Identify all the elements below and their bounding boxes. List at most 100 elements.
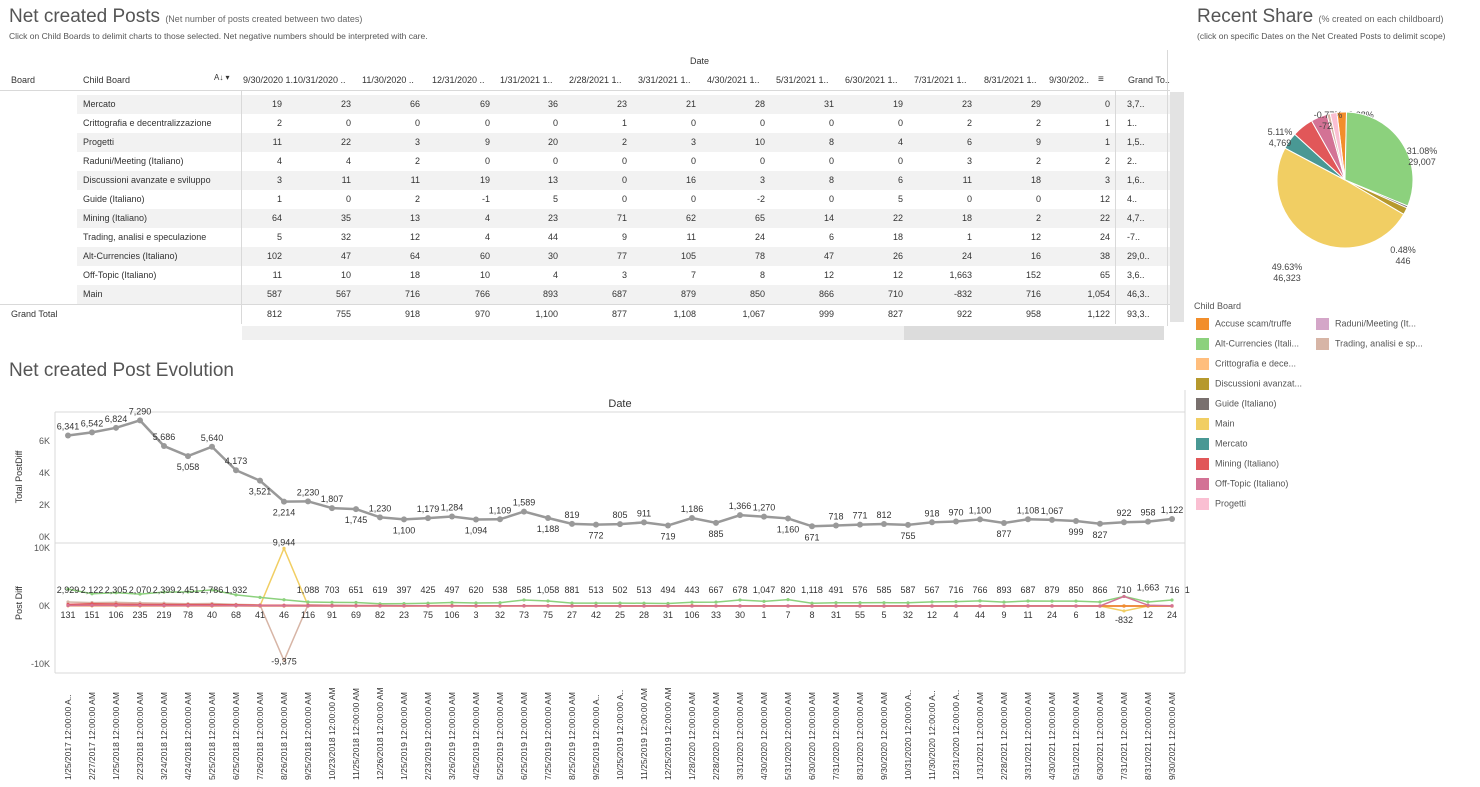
series-point[interactable] <box>906 601 910 605</box>
net-posts-table[interactable]: Date Board Child Board A↓ ▾ 9/30/2020 1.… <box>0 48 1185 343</box>
series-point[interactable] <box>498 604 502 608</box>
table-row[interactable]: Mining (Italiano) 64 35 13 4 23 71 62 65 14 22 18 2 2… <box>77 209 1170 228</box>
table-row[interactable]: Main 587 567 716 766 893 687 879 850 866 710 -832 71… <box>77 285 1170 304</box>
data-point[interactable] <box>617 521 623 528</box>
child-board-name[interactable]: Off-Topic (Italiano) <box>83 270 157 280</box>
series-point[interactable] <box>690 600 694 604</box>
series-point[interactable] <box>882 604 886 608</box>
series-point[interactable] <box>1026 604 1030 608</box>
series-point[interactable] <box>354 600 358 605</box>
child-board-column-header[interactable]: Child Board <box>83 75 131 85</box>
date-column-header[interactable]: 3/31/2021 1.. <box>638 75 691 85</box>
series-point[interactable] <box>642 604 646 608</box>
data-point[interactable] <box>689 515 695 522</box>
series-point[interactable] <box>642 601 646 605</box>
date-column-header[interactable]: 9/30/2020 1.. <box>243 75 296 85</box>
series-point[interactable] <box>234 593 238 597</box>
series-point[interactable] <box>306 600 310 604</box>
data-point[interactable] <box>353 506 359 513</box>
date-column-header[interactable]: 6/30/2021 1.. <box>845 75 898 85</box>
series-point[interactable] <box>666 604 670 608</box>
series-point[interactable] <box>738 604 742 608</box>
data-point[interactable] <box>209 443 215 450</box>
child-board-name[interactable]: Raduni/Meeting (Italiano) <box>83 156 184 166</box>
series-point[interactable] <box>186 590 190 594</box>
child-board-name[interactable]: Mercato <box>83 99 116 109</box>
date-column-header[interactable]: 8/31/2021 1.. <box>984 75 1037 85</box>
series-point[interactable] <box>906 604 910 608</box>
data-point[interactable] <box>1025 516 1031 523</box>
series-point[interactable] <box>930 600 934 604</box>
child-board-name[interactable]: Guide (Italiano) <box>83 194 145 204</box>
series-point[interactable] <box>138 592 142 596</box>
series-point[interactable] <box>522 604 526 608</box>
table-row[interactable]: Raduni/Meeting (Italiano) 4 4 2 0 0 0 0 0 0 0 3 2 2 2.… <box>77 152 1170 171</box>
date-column-header[interactable]: 11/30/2020 .. <box>362 75 414 85</box>
sort-icon[interactable]: A↓ ▾ <box>214 73 230 82</box>
series-point[interactable] <box>954 604 958 608</box>
series-point[interactable] <box>978 604 982 608</box>
series-point[interactable] <box>282 598 286 602</box>
data-point[interactable] <box>569 520 575 527</box>
series-point[interactable] <box>426 604 430 608</box>
series-point[interactable] <box>186 604 190 608</box>
child-board-name[interactable]: Main <box>83 289 103 299</box>
series-point[interactable] <box>1098 600 1102 604</box>
child-board-name[interactable]: Mining (Italiano) <box>83 213 148 223</box>
data-point[interactable] <box>89 429 95 436</box>
data-point[interactable] <box>1073 518 1079 525</box>
data-point[interactable] <box>1049 516 1055 523</box>
series-point[interactable] <box>282 604 286 608</box>
series-point[interactable] <box>1026 599 1030 603</box>
data-point[interactable] <box>305 498 311 505</box>
series-point[interactable] <box>786 604 790 608</box>
data-point[interactable] <box>137 417 143 424</box>
grand-total-column-header[interactable]: Grand To.. <box>1128 75 1170 85</box>
table-row[interactable]: Discussioni avanzate e sviluppo 3 11 11 19 13… <box>77 171 1170 190</box>
table-row[interactable]: Mercato 19 23 66 69 36 23 21 28 31 19 23 29 0 3,7.. <box>77 95 1170 114</box>
series-point[interactable] <box>66 600 70 604</box>
series-point[interactable] <box>714 600 718 604</box>
table-row[interactable]: Alt-Currencies (Italiano) 102 47 64 60 30 77 10… <box>77 247 1170 266</box>
series-point[interactable] <box>162 590 166 594</box>
evolution-chart[interactable]: Date Total PostDiff 0K 2K 4K 6K 6,341 6,542 6,82… <box>0 390 1190 787</box>
series-point[interactable] <box>618 601 622 605</box>
legend-item[interactable]: Crittografia e dece... <box>1196 358 1296 372</box>
data-point[interactable] <box>161 443 167 450</box>
legend-item[interactable]: Mercato <box>1196 438 1248 452</box>
child-board-name[interactable]: Progetti <box>83 137 115 147</box>
series-point[interactable] <box>1170 598 1174 602</box>
series-point[interactable] <box>1170 604 1174 608</box>
data-point[interactable] <box>977 516 983 523</box>
series-point[interactable] <box>810 601 814 605</box>
data-point[interactable] <box>113 424 119 431</box>
date-column-header[interactable]: 10/31/2020 .. <box>293 75 346 85</box>
data-point[interactable] <box>401 516 407 523</box>
data-point[interactable] <box>545 514 551 521</box>
date-column-header[interactable]: 7/31/2021 1.. <box>914 75 967 85</box>
pie-slice[interactable] <box>1344 111 1414 207</box>
data-point[interactable] <box>1145 518 1151 525</box>
data-point[interactable] <box>857 521 863 528</box>
series-point[interactable] <box>138 603 142 608</box>
series-point[interactable] <box>114 591 118 595</box>
table-row[interactable]: Off-Topic (Italiano) 11 10 18 10 4 3 7 8 12 12 1,66… <box>77 266 1170 285</box>
series-point[interactable] <box>90 592 94 596</box>
board-column-header[interactable]: Board <box>11 75 36 85</box>
data-point[interactable] <box>881 521 887 528</box>
series-point[interactable] <box>858 604 862 608</box>
legend-item[interactable]: Mining (Italiano) <box>1196 458 1279 472</box>
series-point[interactable] <box>666 601 670 606</box>
series-point[interactable] <box>882 601 886 605</box>
series-point[interactable] <box>234 604 238 608</box>
data-point[interactable] <box>473 516 479 523</box>
series-point[interactable] <box>1002 600 1006 604</box>
series-point[interactable] <box>570 601 574 605</box>
legend-item[interactable]: Off-Topic (Italiano) <box>1196 478 1288 492</box>
series-point[interactable] <box>546 604 550 608</box>
series-point[interactable] <box>954 600 958 604</box>
series-point[interactable] <box>474 601 478 605</box>
series-point[interactable] <box>1122 609 1126 613</box>
horizontal-scrollbar-thumb[interactable] <box>904 326 1164 340</box>
series-point[interactable] <box>1002 604 1006 608</box>
